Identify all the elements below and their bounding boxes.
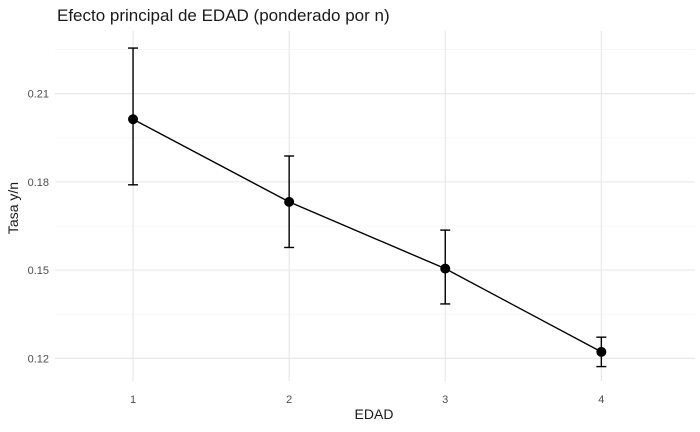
y-tick-label: 0.15 bbox=[28, 265, 49, 277]
y-tick-label: 0.12 bbox=[28, 353, 49, 365]
y-tick-label: 0.21 bbox=[28, 89, 49, 101]
x-axis-ticks: 1 2 3 4 bbox=[130, 394, 604, 406]
y-axis-ticks: 0.12 0.15 0.18 0.21 bbox=[28, 89, 49, 366]
x-tick-label: 3 bbox=[442, 394, 448, 406]
x-tick-label: 2 bbox=[286, 394, 292, 406]
x-tick-label: 1 bbox=[130, 394, 136, 406]
x-tick-label: 4 bbox=[598, 394, 604, 406]
data-point bbox=[440, 263, 451, 274]
chart-title: Efecto principal de EDAD (ponderado por … bbox=[57, 6, 390, 25]
data-point bbox=[128, 114, 139, 125]
data-point bbox=[596, 346, 607, 357]
data-point bbox=[284, 196, 295, 207]
grid bbox=[55, 31, 695, 381]
series-line bbox=[132, 118, 602, 353]
series-layer bbox=[128, 47, 607, 368]
x-axis-title: EDAD bbox=[355, 406, 394, 422]
y-tick-label: 0.18 bbox=[28, 177, 49, 189]
y-axis-title: Tasa y/n bbox=[5, 182, 21, 234]
